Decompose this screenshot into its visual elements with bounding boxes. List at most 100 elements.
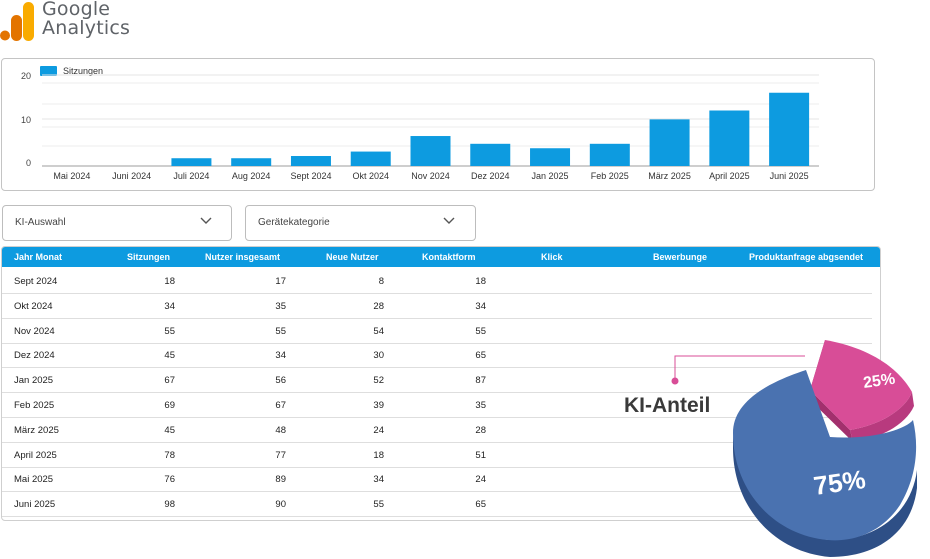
table-row[interactable]: März 2025 45 48 24 28: [2, 417, 872, 443]
x-tick-label: Feb 2025: [591, 171, 629, 181]
cell-month: Mai 2025: [14, 474, 54, 486]
x-tick-label: Juni 2024: [112, 171, 151, 181]
table-row[interactable]: April 2025 78 77 18 51: [2, 442, 872, 468]
cell-contact-form: 65: [475, 350, 486, 362]
pie-slice-side: [733, 430, 917, 557]
cell-month: Okt 2024: [14, 300, 53, 312]
cell-month: Dez 2024: [14, 350, 55, 362]
cell-sessions: 76: [164, 474, 175, 486]
x-tick-label: Sept 2024: [290, 171, 331, 181]
bar: [709, 110, 750, 166]
cell-month: Sept 2024: [14, 276, 58, 287]
monthly-table: Jahr Monat Sitzungen Nutzer insgesamt Ne…: [1, 246, 881, 521]
ki-selection-dropdown[interactable]: KI-Auswahl: [2, 205, 232, 241]
chevron-down-icon: [443, 217, 455, 224]
x-tick-label: Juni 2025: [770, 171, 809, 181]
x-tick-label: April 2025: [709, 171, 750, 181]
x-tick-label: März 2025: [648, 171, 691, 181]
table-row[interactable]: Nov 2024 55 55 54 55: [2, 318, 872, 344]
table-row[interactable]: Sept 2024 18 17 8 18: [2, 268, 872, 294]
x-tick-label: Jan 2025: [532, 171, 569, 181]
y-tick-label: 10: [21, 115, 31, 125]
pie-slice-75[interactable]: [733, 370, 917, 541]
col-header-new-users[interactable]: Neue Nutzer: [326, 252, 379, 262]
col-header-click[interactable]: Klick: [541, 252, 563, 262]
cell-contact-form: 65: [475, 499, 486, 511]
cell-month: April 2025: [14, 449, 57, 461]
table-row[interactable]: Mai 2025 76 89 34 24: [2, 466, 872, 493]
ki-share-title: KI-Anteil: [624, 394, 711, 417]
y-tick-label: 20: [21, 71, 31, 81]
cell-month: März 2025: [14, 424, 59, 436]
cell-contact-form: 35: [475, 400, 486, 411]
cell-sessions: 45: [164, 424, 175, 436]
cell-contact-form: 87: [475, 375, 486, 387]
table-header: Jahr Monat Sitzungen Nutzer insgesamt Ne…: [2, 247, 880, 267]
leader-dot: [671, 377, 679, 385]
cell-new-users: 18: [373, 449, 384, 461]
bar: [231, 158, 272, 166]
col-header-total-users[interactable]: Nutzer insgesamt: [205, 252, 281, 262]
bar: [589, 143, 630, 166]
table-row[interactable]: Dez 2024 45 34 30 65: [2, 342, 872, 369]
col-header-contact-form[interactable]: Kontaktform: [422, 252, 476, 262]
cell-new-users: 55: [373, 499, 384, 511]
ki-selection-label: KI-Auswahl: [15, 217, 66, 228]
table-row[interactable]: Jan 2025 67 56 52 87: [2, 367, 872, 394]
bar: [171, 158, 212, 166]
legend-label: Sitzungen: [63, 66, 103, 76]
cell-new-users: 52: [373, 375, 384, 387]
cell-sessions: 45: [164, 350, 175, 362]
cell-contact-form: 24: [475, 474, 486, 486]
cell-sessions: 34: [164, 300, 175, 312]
logo-line-2: Analytics: [42, 17, 131, 39]
bar: [290, 156, 331, 166]
x-tick-label: Dez 2024: [471, 171, 510, 181]
cell-sessions: 98: [164, 499, 175, 511]
sessions-bar-chart: Sitzungen 20 10 0 Mai 2024 Juni 2024 Juli 2024…: [21, 66, 819, 181]
col-header-applications[interactable]: Bewerbunge: [653, 252, 708, 262]
cell-total-users: 35: [275, 300, 286, 312]
bar: [530, 148, 571, 166]
cell-new-users: 34: [373, 474, 384, 486]
cell-sessions: 18: [164, 276, 175, 287]
cell-new-users: 24: [373, 424, 384, 436]
col-header-product-request[interactable]: Produktanfrage abgsendet: [749, 252, 864, 262]
table-row[interactable]: Okt 2024 34 35 28 34: [2, 293, 872, 319]
table-row[interactable]: Feb 2025 69 67 39 35: [2, 392, 872, 418]
cell-total-users: 90: [275, 499, 286, 511]
cell-sessions: 55: [164, 325, 175, 337]
logo-line-1: Google: [42, 0, 111, 20]
google-analytics-logo: Google Analytics: [0, 0, 140, 44]
sessions-chart: Sitzungen 20 10 0 Mai 2024 Juni 2024 Juli 2024…: [1, 58, 875, 191]
pie-slice-25[interactable]: [810, 340, 912, 430]
cell-contact-form: 55: [475, 325, 486, 337]
cell-contact-form: 34: [475, 300, 486, 312]
ki-share-pie-chart: 25% 75%: [671, 340, 917, 557]
cell-total-users: 56: [275, 375, 286, 387]
table-row[interactable]: Juni 2025 98 90 55 65: [2, 491, 872, 518]
x-tick-label: Juli 2024: [173, 171, 209, 181]
cell-total-users: 67: [275, 400, 286, 411]
chevron-down-icon: [200, 217, 212, 224]
bar: [649, 119, 690, 166]
cell-sessions: 69: [164, 400, 175, 411]
cell-month: Nov 2024: [14, 325, 55, 337]
leader-line: [674, 355, 805, 380]
cell-total-users: 17: [275, 276, 286, 287]
pie-slice-side: [850, 392, 914, 442]
col-header-sessions[interactable]: Sitzungen: [127, 252, 170, 262]
y-tick-label: 0: [26, 158, 31, 168]
cell-new-users: 54: [373, 325, 384, 337]
cell-total-users: 48: [275, 424, 286, 436]
cell-month: Juni 2025: [14, 499, 56, 511]
legend-swatch: [40, 66, 57, 76]
device-category-dropdown[interactable]: Gerätekategorie: [245, 205, 476, 241]
pie-label-25: 25%: [862, 371, 896, 392]
cell-sessions: 67: [164, 375, 175, 387]
cell-new-users: 30: [373, 350, 384, 362]
cell-contact-form: 18: [475, 276, 486, 287]
device-category-label: Gerätekategorie: [258, 217, 330, 228]
col-header-month[interactable]: Jahr Monat: [14, 252, 63, 262]
pie-slice-side: [810, 390, 853, 442]
